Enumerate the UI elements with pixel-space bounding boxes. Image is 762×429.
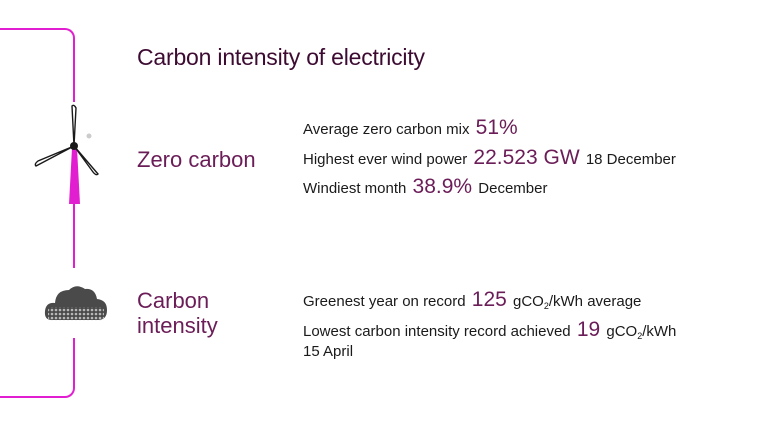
stat-prefix: Windiest month — [303, 180, 407, 197]
label-line-2: intensity — [137, 313, 218, 338]
zero-carbon-label: Zero carbon — [137, 147, 256, 172]
label-line-1: Carbon — [137, 288, 210, 313]
stat-prefix: Highest ever wind power — [303, 151, 468, 168]
stat-suffix: average — [587, 293, 642, 310]
carbon-cloud-icon — [44, 286, 107, 321]
stat-highest-wind: Highest ever wind power 22.523 GW 18 Dec… — [303, 147, 676, 171]
stat-value: 19 — [576, 318, 601, 341]
stat-prefix: Average zero carbon mix — [303, 121, 470, 138]
wind-turbine-icon — [34, 104, 99, 204]
stat-lowest-intensity: Lowest carbon intensity record achieved … — [303, 319, 676, 347]
stat-prefix: Lowest carbon intensity record achieved — [303, 323, 571, 340]
stat-lowest-date: 15 April — [303, 343, 354, 360]
stat-unit: gCO2/kWh — [606, 323, 677, 341]
stat-average-zero-carbon: Average zero carbon mix 51% — [303, 117, 520, 141]
stat-value: 38.9% — [412, 175, 473, 198]
stat-value: 22.523 GW — [473, 146, 580, 169]
stat-value: 125 — [471, 288, 507, 311]
page-title: Carbon intensity of electricity — [137, 44, 425, 70]
stat-value: 51% — [475, 116, 518, 139]
stat-suffix: 18 December — [585, 151, 676, 168]
stat-windiest-month: Windiest month 38.9% December — [303, 176, 547, 200]
stat-unit: gCO2/kWh — [512, 293, 584, 311]
carbon-intensity-label: Carbon intensity — [137, 288, 218, 338]
accent-frame — [0, 28, 75, 398]
stat-suffix: December — [478, 180, 548, 197]
stat-prefix: Greenest year on record — [303, 293, 466, 310]
stat-greenest-year: Greenest year on record 125 gCO2/kWh ave… — [303, 289, 641, 317]
